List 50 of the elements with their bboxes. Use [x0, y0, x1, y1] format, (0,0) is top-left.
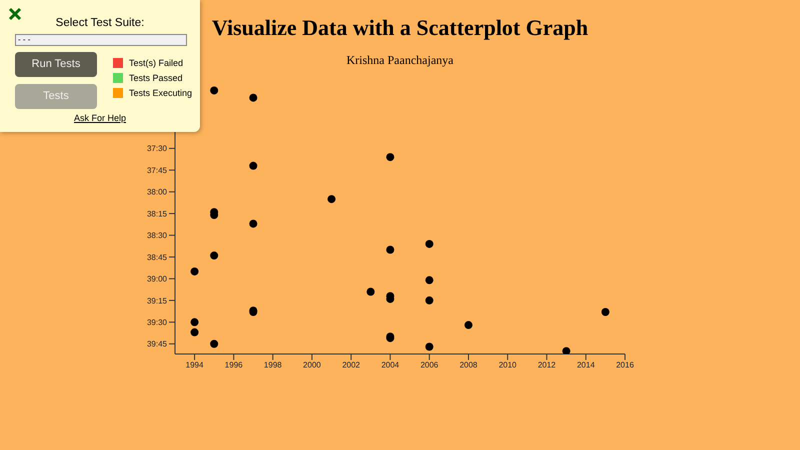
y-tick-label: 38:15	[146, 209, 168, 218]
annotation: Tests Passed	[128, 73, 183, 83]
point	[210, 252, 218, 260]
chart-title: Visualize Data with a Scatterplot Graph	[212, 15, 588, 40]
point	[249, 162, 258, 170]
point	[249, 94, 258, 102]
y-tick-label: 39:15	[146, 296, 168, 306]
run-button: Run Tests	[15, 52, 97, 77]
select-field: - - -	[15, 34, 187, 46]
point	[328, 195, 336, 204]
y-tick-label: 39:00	[146, 274, 168, 284]
y-tick-label: 38:45	[146, 252, 168, 262]
x-tick-label: 2012	[538, 360, 556, 370]
y-tick-label: 39:45	[146, 340, 168, 349]
point	[601, 308, 610, 316]
y-tick-label: 38:00	[146, 188, 168, 197]
point	[425, 240, 434, 248]
x-tick-label: 2010	[498, 360, 518, 370]
x-tick-label: 2002	[342, 360, 361, 370]
point	[190, 267, 199, 276]
y-tick-label: 37:30	[146, 144, 168, 154]
point	[464, 321, 472, 330]
point	[386, 153, 394, 162]
point	[190, 318, 199, 326]
x-tick-label: 2000	[303, 360, 322, 370]
point	[425, 296, 434, 304]
x-tick-label: 2016	[616, 360, 634, 370]
point	[562, 347, 570, 354]
x-tick-label: 2008	[460, 360, 478, 370]
annotation: Tests Executing	[128, 88, 192, 98]
point	[366, 288, 375, 296]
x-tick-label: 1998	[264, 360, 282, 370]
point	[210, 86, 218, 94]
point	[425, 342, 434, 351]
x-tick-label: 1996	[224, 360, 244, 370]
point	[210, 340, 218, 348]
x-tick-label: 2004	[381, 360, 400, 370]
y-tick-label: 37:45	[146, 166, 168, 175]
y-tick-label: 39:30	[146, 318, 168, 327]
point	[249, 220, 258, 228]
x-tick-label: 1994	[186, 360, 204, 370]
x-tick-label: 2014	[576, 360, 596, 370]
y-tick-label: 38:30	[146, 231, 168, 240]
x-tick-label: 2006	[420, 360, 439, 370]
point	[386, 246, 394, 254]
tests-button: Tests	[15, 84, 97, 109]
test-suite-panel: Select Test Suite: - - - Run Tests Tests Test(s) Failed Tests Passed Tests Executing Ask For Help	[0, 0, 200, 132]
chart-subtitle: Krishna Paanchajanya	[346, 53, 454, 67]
point	[425, 276, 434, 284]
point	[190, 328, 199, 336]
